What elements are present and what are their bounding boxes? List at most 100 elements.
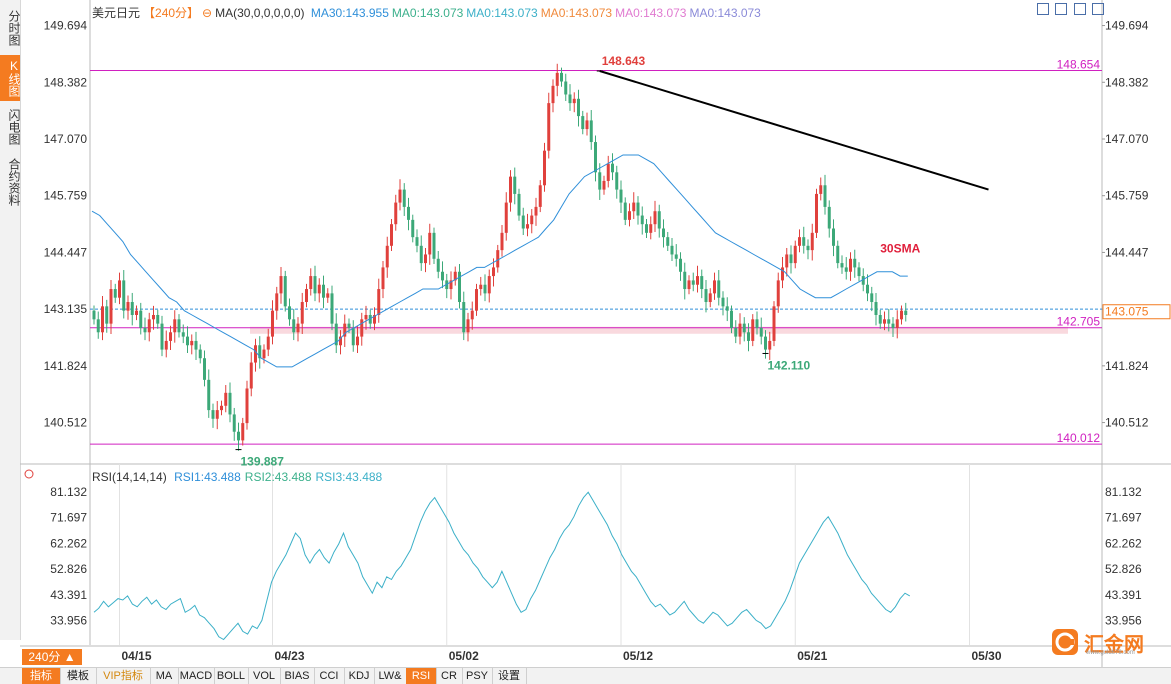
- candle-body: [836, 245, 840, 264]
- ma-legend-item: MA0:143.073: [615, 6, 687, 20]
- indicator-tab-boll[interactable]: BOLL: [214, 668, 249, 684]
- candle-body: [147, 319, 151, 333]
- candle-body: [181, 332, 185, 337]
- price-tick-right: 148.382: [1105, 75, 1149, 89]
- candle-body: [878, 314, 882, 324]
- indicator-tab-cci[interactable]: CCI: [314, 668, 345, 684]
- candle-body: [190, 340, 194, 346]
- candle-body: [292, 319, 296, 333]
- chart-toolbar: [1037, 3, 1107, 18]
- candle-body: [305, 289, 308, 303]
- level-label: 140.012: [1057, 431, 1101, 445]
- indicator-tab-设置[interactable]: 设置: [492, 668, 527, 684]
- annotation-label: 148.643: [602, 54, 646, 68]
- candle-body: [160, 323, 164, 350]
- tab-timeshare[interactable]: 分时图: [7, 10, 21, 46]
- indicator-tab-lw&[interactable]: LW&: [374, 668, 407, 684]
- candle-body: [186, 336, 189, 346]
- candle-body: [118, 280, 121, 298]
- candle-body: [781, 267, 784, 281]
- indicator-tab-ma[interactable]: MA: [150, 668, 179, 684]
- candle-body: [402, 189, 406, 207]
- candle-body: [496, 250, 500, 268]
- ma-params: MA(30,0,0,0,0,0): [215, 6, 305, 20]
- price-tick-left: 148.382: [44, 75, 88, 89]
- indicator-tab-bias[interactable]: BIAS: [280, 668, 315, 684]
- candle-body: [810, 232, 814, 251]
- indicator-tab-cr[interactable]: CR: [436, 668, 463, 684]
- candle-body: [623, 202, 627, 220]
- main-legend: 美元日元 【240分】 ⊖ MA(30,0,0,0,0,0) MA30:143.955…: [92, 4, 767, 21]
- candle-body: [288, 306, 291, 320]
- candle-body: [381, 267, 385, 290]
- candle-body: [135, 310, 138, 315]
- indicator-tab-macd[interactable]: MACD: [178, 668, 215, 684]
- candle-body: [492, 267, 495, 277]
- candle-body: [377, 289, 381, 315]
- indicator-tab-vip指标[interactable]: VIP指标: [96, 668, 151, 684]
- candle-body: [326, 293, 330, 298]
- indicator-tab-psy[interactable]: PSY: [462, 668, 493, 684]
- annotation-label: 30SMA: [880, 241, 920, 255]
- candle-body: [832, 228, 835, 246]
- candle-body: [254, 345, 257, 363]
- candle-body: [577, 98, 580, 117]
- rsi-legend: RSI(14,14,14) RSI1:43.488 RSI2:43.488 RSI3…: [92, 470, 390, 484]
- rsi-tick-right: 43.391: [1105, 588, 1142, 602]
- tab-kline[interactable]: K线图: [0, 55, 21, 101]
- candle-body: [802, 237, 806, 246]
- candle-body: [598, 172, 602, 190]
- indicator-tab-模板[interactable]: 模板: [60, 668, 97, 684]
- candle-body: [385, 245, 389, 268]
- tab-contract[interactable]: 合约资料: [7, 158, 21, 206]
- candle-body: [721, 297, 725, 307]
- date-tick: 04/15: [122, 649, 152, 663]
- price-tick-left: 149.694: [44, 19, 88, 33]
- candle-body: [764, 336, 767, 350]
- crosshair-icon[interactable]: [1037, 3, 1049, 15]
- indicator-tab-指标[interactable]: 指标: [22, 668, 61, 684]
- indicator-tab-kdj[interactable]: KDJ: [344, 668, 375, 684]
- candle-body: [198, 349, 202, 359]
- ma-legend-item: MA30:143.955: [310, 6, 389, 20]
- ma-legend-item: MA0:143.073: [540, 6, 613, 20]
- rsi-tick-left: 52.826: [50, 562, 87, 576]
- period-button[interactable]: 240分 ▲: [22, 649, 82, 665]
- price-tick-left: 145.759: [44, 189, 88, 203]
- candle-body: [275, 293, 279, 311]
- ma30-line: [91, 154, 908, 368]
- candle-body: [245, 388, 249, 424]
- candle-body: [368, 314, 372, 324]
- current-price-label: 143.075: [1105, 305, 1149, 319]
- candle-body: [700, 276, 704, 290]
- price-tick-right: 141.824: [1105, 359, 1149, 373]
- zoom-in-icon[interactable]: [1073, 3, 1086, 15]
- candle-body: [615, 172, 619, 190]
- price-tick-right: 145.759: [1105, 189, 1149, 203]
- ma-settings-icon[interactable]: ⊖: [202, 6, 213, 20]
- fullscreen-icon[interactable]: [1055, 3, 1068, 15]
- candle-body: [390, 224, 393, 246]
- tab-flash[interactable]: 闪电图: [7, 108, 21, 145]
- candle-body: [589, 120, 593, 143]
- candle-body: [759, 327, 763, 337]
- candle-body: [900, 310, 903, 320]
- zoom-out-icon[interactable]: [1092, 3, 1105, 15]
- indicator-tab-rsi[interactable]: RSI: [406, 668, 437, 684]
- candle-body: [815, 193, 818, 233]
- rsi-tick-left: 33.956: [50, 614, 87, 628]
- candle-body: [662, 228, 665, 238]
- candle-body: [751, 319, 755, 341]
- candle-body: [543, 150, 546, 186]
- rsi-tick-left: 71.697: [50, 511, 87, 525]
- candle-body: [122, 280, 126, 311]
- candle-body: [483, 284, 487, 294]
- candle-body: [755, 319, 759, 328]
- indicator-tab-vol[interactable]: VOL: [248, 668, 281, 684]
- candle-body: [228, 392, 232, 415]
- candle-body: [551, 85, 555, 104]
- rsi-legend-item: RSI3:43.488: [315, 470, 383, 484]
- candle-body: [789, 254, 793, 264]
- candle-body: [139, 310, 143, 328]
